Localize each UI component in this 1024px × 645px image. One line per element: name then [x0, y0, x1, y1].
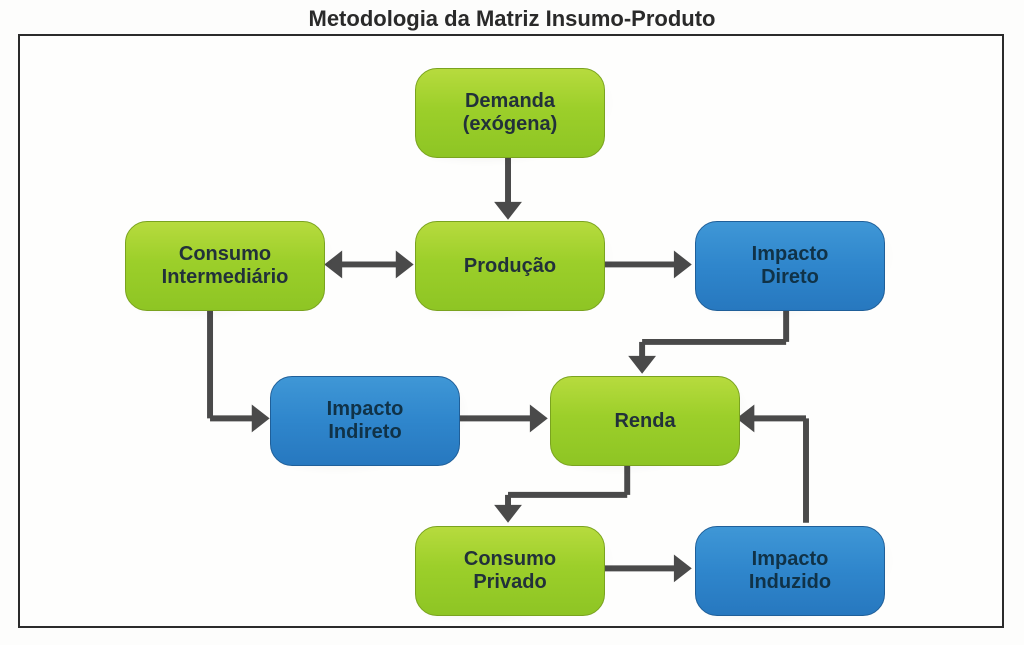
node-producao: Produção: [415, 221, 605, 311]
node-imp_ind: Impacto Indireto: [270, 376, 460, 466]
diagram-frame: Demanda (exógena) Consumo Intermediário Pr…: [18, 34, 1004, 628]
page-title: Metodologia da Matriz Insumo-Produto: [0, 0, 1024, 32]
node-consumo_i: Consumo Intermediário: [125, 221, 325, 311]
node-demanda: Demanda (exógena): [415, 68, 605, 158]
diagram-canvas: Demanda (exógena) Consumo Intermediário Pr…: [20, 36, 1002, 626]
node-imp_dir: Impacto Direto: [695, 221, 885, 311]
node-imp_indu: Impacto Induzido: [695, 526, 885, 616]
node-renda: Renda: [550, 376, 740, 466]
node-consumo_p: Consumo Privado: [415, 526, 605, 616]
